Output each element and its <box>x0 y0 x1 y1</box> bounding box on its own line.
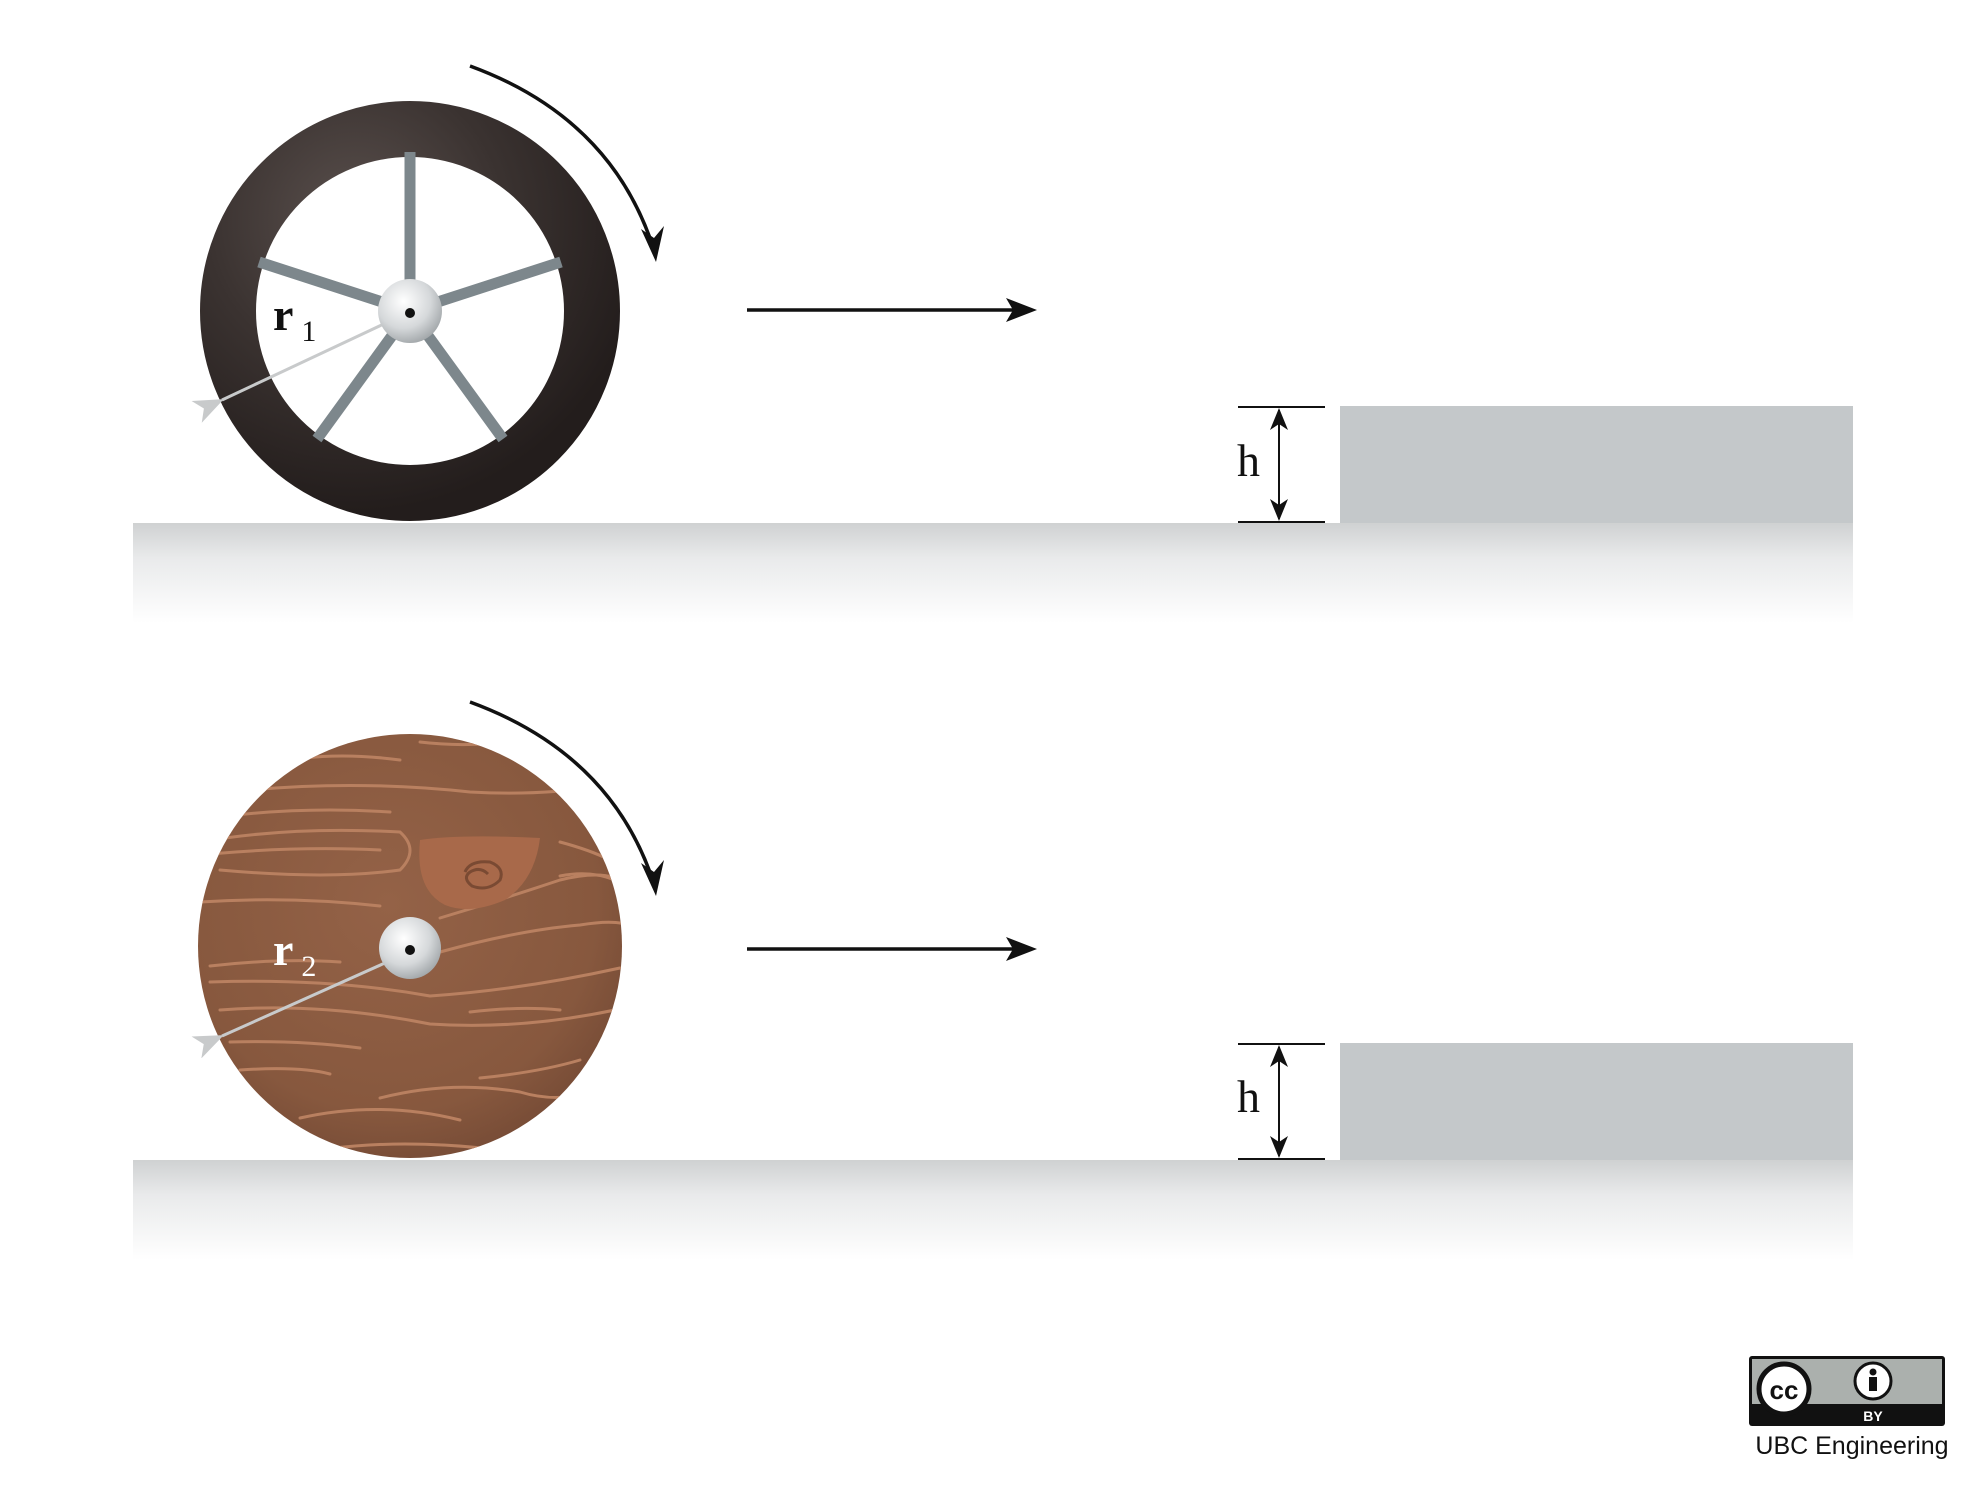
radius-arrow-2 <box>191 952 406 1059</box>
rotation-arrow-1 <box>469 64 656 251</box>
wood-grain <box>198 738 622 1152</box>
cc-by-badge: cc BY <box>1749 1356 1945 1426</box>
rotation-arrowhead-2 <box>641 860 664 896</box>
rotation-arrowhead-1 <box>641 226 664 262</box>
credit-text: UBC Engineering <box>1755 1432 1949 1460</box>
axle-1 <box>405 308 415 318</box>
cc-icon <box>1756 1361 1812 1417</box>
badge-by-label: BY <box>1863 1408 1883 1424</box>
ground-1 <box>133 523 1853 623</box>
step-block-2 <box>1340 1043 1853 1160</box>
height-dimension-1 <box>1238 406 1325 523</box>
height-label-2: h <box>1237 1071 1260 1122</box>
rotation-arrow-2 <box>469 700 656 885</box>
height-label-1: h <box>1237 435 1260 486</box>
ground-2 <box>133 1160 1853 1260</box>
wood-knot <box>419 836 540 909</box>
step-block-1 <box>1340 406 1853 523</box>
velocity-arrowhead-1 <box>1006 298 1037 322</box>
radius-arrow-1 <box>191 312 406 423</box>
axle-2 <box>405 945 415 955</box>
scene-wood-disc: h <box>133 700 1853 1260</box>
tire <box>200 101 620 521</box>
spoked-wheel <box>191 101 620 521</box>
wood-disc <box>191 734 622 1158</box>
svg-text:cc: cc <box>1770 1375 1799 1405</box>
velocity-arrowhead-2 <box>1006 937 1037 961</box>
height-dimension-2 <box>1238 1043 1325 1160</box>
